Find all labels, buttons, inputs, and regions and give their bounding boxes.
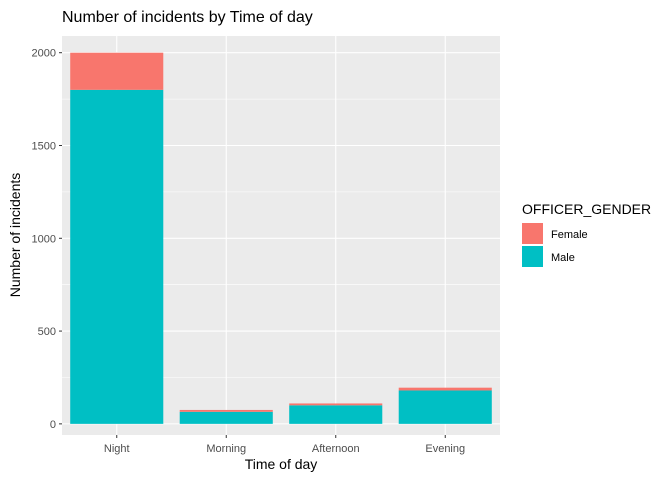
- bar-evening-female: [398, 387, 492, 391]
- y-tick-label: 0: [50, 419, 56, 431]
- y-axis-title: Number of incidents: [7, 173, 23, 298]
- legend-label-male: Male: [551, 252, 575, 264]
- bar-morning-female: [179, 409, 273, 412]
- y-tick-label: 1500: [32, 140, 56, 152]
- legend-key-female: [522, 223, 543, 244]
- y-tick-label: 2000: [32, 48, 56, 60]
- bars: [70, 52, 492, 424]
- y-tick-label: 1000: [32, 233, 56, 245]
- x-axis: Night Morning Afternoon Evening: [104, 435, 465, 455]
- bar-night-female: [70, 52, 164, 90]
- x-tick-label: Evening: [425, 443, 465, 455]
- bar-afternoon-female: [289, 403, 383, 406]
- bar-morning-male: [179, 411, 273, 424]
- bar-night-male: [70, 89, 164, 424]
- legend-key-male: [522, 246, 543, 267]
- y-tick-label: 500: [38, 326, 56, 338]
- x-tick-label: Night: [104, 443, 130, 455]
- legend-label-female: Female: [551, 229, 588, 241]
- x-axis-title: Time of day: [245, 456, 318, 472]
- y-axis: 0 500 1000 1500 2000: [32, 48, 62, 431]
- x-tick-label: Morning: [206, 443, 246, 455]
- legend-title: OFFICER_GENDER: [522, 201, 651, 217]
- x-tick-label: Afternoon: [312, 443, 360, 455]
- legend: OFFICER_GENDER Female Male: [522, 201, 651, 267]
- bar-evening-male: [398, 390, 492, 424]
- bar-afternoon-male: [289, 405, 383, 424]
- chart-title: Number of incidents by Time of day: [62, 9, 313, 26]
